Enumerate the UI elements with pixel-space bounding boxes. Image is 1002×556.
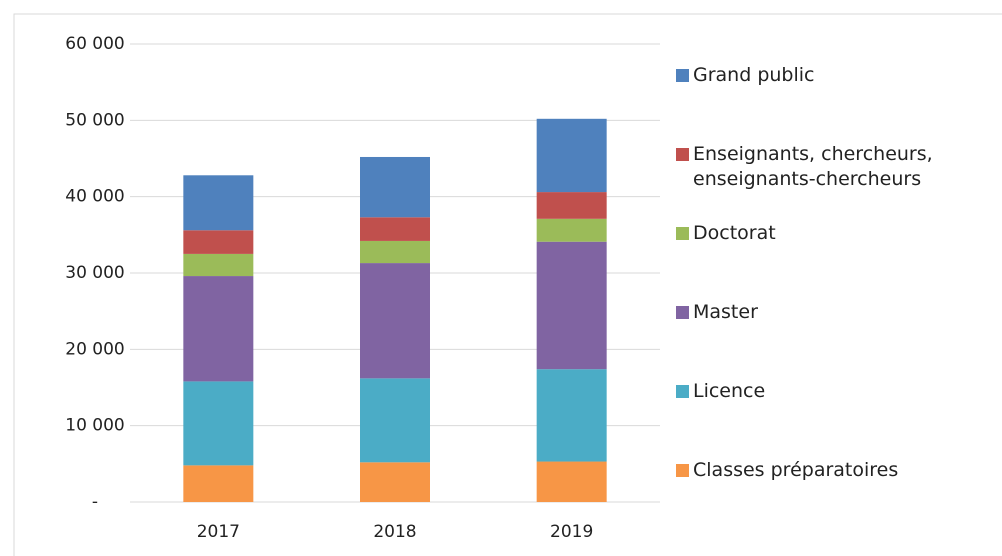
- x-tick-label: 2019: [550, 522, 593, 542]
- bar-segment: [360, 263, 430, 379]
- bar-segment: [536, 192, 607, 219]
- legend-item: Master: [676, 300, 996, 325]
- legend-swatch: [676, 385, 689, 398]
- legend-label: Doctorat: [693, 222, 776, 244]
- bar-segment: [360, 240, 430, 264]
- legend-swatch: [676, 148, 689, 161]
- legend-item: Grand public: [676, 63, 996, 88]
- legend-swatch: [676, 464, 689, 477]
- bar-segment: [536, 218, 607, 242]
- bar-segment: [183, 465, 254, 502]
- bar-segment: [183, 276, 254, 382]
- legend-swatch: [676, 227, 689, 240]
- bar-segment: [536, 369, 607, 462]
- y-tick-label: 50 000: [65, 110, 124, 130]
- y-tick-label: -: [92, 492, 98, 512]
- legend-item: Enseignants, chercheurs, enseignants-che…: [676, 142, 996, 192]
- legend-swatch: [676, 69, 689, 82]
- legend-label: Grand public: [693, 64, 815, 86]
- legend-label: Master: [693, 301, 758, 323]
- bar-segment: [183, 175, 254, 231]
- bar-segment: [360, 462, 430, 502]
- chart-frame: [13, 13, 1002, 556]
- bar-segment: [536, 461, 607, 502]
- bar-segment: [183, 381, 254, 466]
- bar-segment: [183, 230, 254, 254]
- y-tick-label: 30 000: [65, 263, 124, 283]
- x-tick-label: 2018: [373, 522, 416, 542]
- bar-segment: [536, 241, 607, 370]
- y-tick-label: 40 000: [65, 187, 124, 207]
- x-tick-label: 2017: [197, 522, 240, 542]
- legend-item: Licence: [676, 379, 996, 404]
- legend-label: Enseignants, chercheurs, enseignants-che…: [693, 143, 933, 190]
- bar-segment: [360, 217, 430, 241]
- bar-segment: [183, 253, 254, 277]
- legend-swatch: [676, 306, 689, 319]
- bar-segment: [360, 378, 430, 463]
- y-tick-label: 10 000: [65, 416, 124, 436]
- legend-label: Classes préparatoires: [693, 459, 899, 481]
- legend-label: Licence: [693, 380, 766, 402]
- bar-segment: [536, 118, 607, 193]
- legend-item: Classes préparatoires: [676, 458, 996, 483]
- legend-item: Doctorat: [676, 221, 996, 246]
- y-tick-label: 20 000: [65, 339, 124, 359]
- bar-segment: [360, 156, 430, 218]
- y-tick-label: 60 000: [65, 34, 124, 54]
